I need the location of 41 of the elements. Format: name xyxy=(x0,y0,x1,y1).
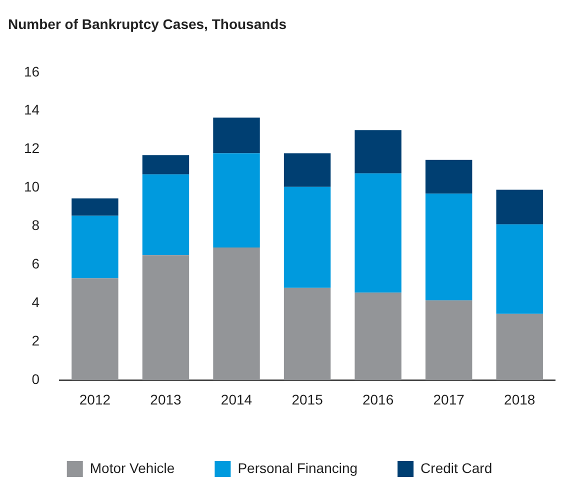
y-tick-label: 6 xyxy=(32,256,40,272)
bar xyxy=(425,300,472,380)
x-tick-label: 2017 xyxy=(433,391,465,408)
y-tick-label: 2 xyxy=(32,332,40,349)
x-tick-label: 2018 xyxy=(504,391,536,408)
bar xyxy=(496,314,543,380)
bar xyxy=(354,173,402,293)
bar xyxy=(72,198,118,216)
y-tick-label: 0 xyxy=(32,371,40,388)
legend-label: Personal Financing xyxy=(238,460,358,476)
chart-title: Number of Bankruptcy Cases, Thousands xyxy=(8,16,287,32)
x-tick-label: 2012 xyxy=(79,391,111,408)
bar xyxy=(354,130,402,174)
bar xyxy=(72,278,118,380)
y-tick-label: 8 xyxy=(32,217,40,234)
bar xyxy=(284,186,331,288)
bar xyxy=(142,255,190,380)
bar xyxy=(142,174,190,256)
bar xyxy=(425,194,472,300)
y-tick-label: 16 xyxy=(24,63,40,80)
y-tick-label: 4 xyxy=(32,294,40,310)
bar xyxy=(284,153,331,187)
legend-label: Motor Vehicle xyxy=(90,460,175,476)
bar xyxy=(213,247,260,380)
x-tick-label: 2014 xyxy=(220,391,252,408)
legend-label: Credit Card xyxy=(420,460,492,476)
bar xyxy=(213,153,260,248)
bar xyxy=(496,190,543,224)
bar xyxy=(142,155,190,174)
bar xyxy=(425,160,472,194)
bar xyxy=(284,288,331,380)
bar xyxy=(213,118,260,154)
x-tick-label: 2015 xyxy=(292,391,324,408)
x-tick-label: 2013 xyxy=(150,391,182,408)
y-tick-label: 10 xyxy=(24,178,40,195)
y-tick-label: 14 xyxy=(24,102,40,118)
y-tick-label: 12 xyxy=(24,140,40,156)
bar xyxy=(496,224,543,314)
bar xyxy=(72,216,118,278)
x-tick-label: 2016 xyxy=(362,391,394,408)
bar xyxy=(354,292,402,380)
